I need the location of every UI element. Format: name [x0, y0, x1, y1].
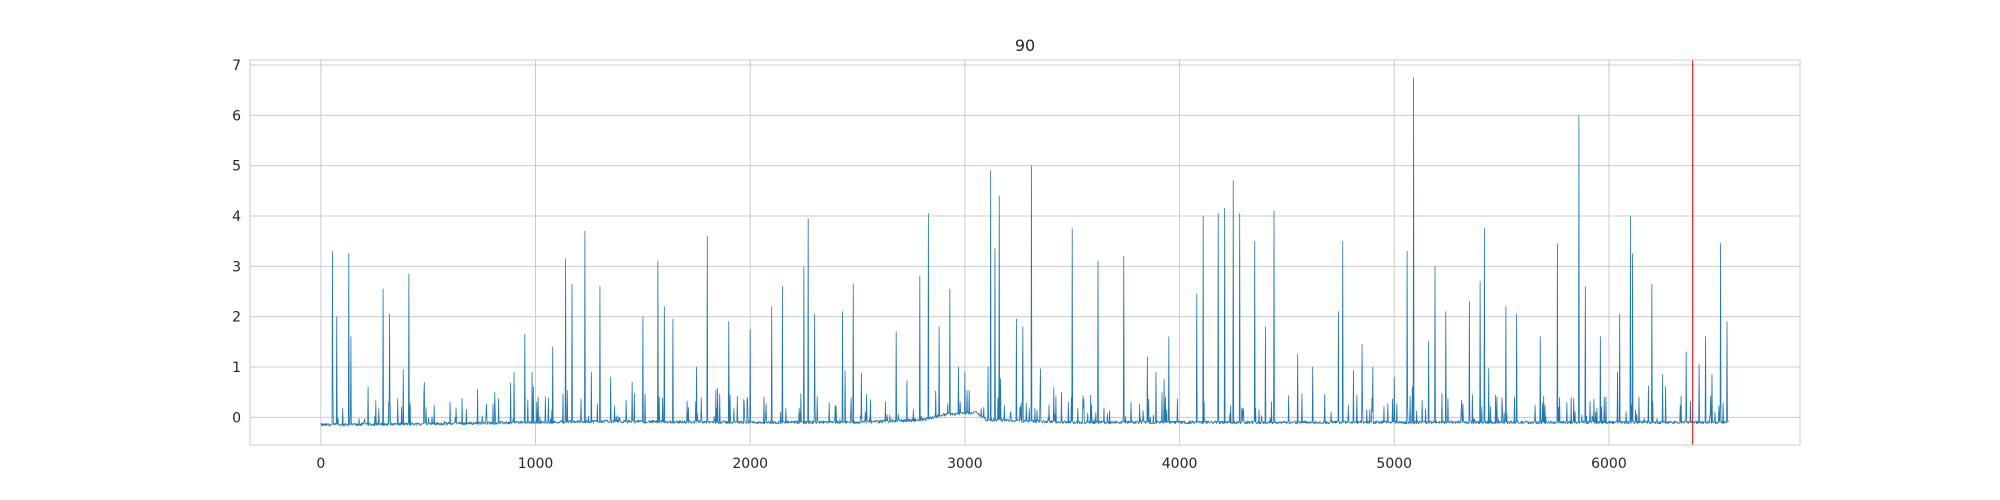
y-tick-label: 0 [232, 410, 241, 426]
series-line [320, 77, 1729, 427]
grid-lines [250, 60, 1800, 445]
chart-title: 90 [1015, 36, 1035, 55]
x-axis-ticks: 0 1000 2000 3000 4000 5000 6000 [316, 456, 1626, 472]
plot-frame [249, 59, 1801, 446]
y-tick-label: 5 [232, 159, 241, 175]
x-tick-label: 0 [316, 456, 325, 472]
y-tick-label: 2 [232, 310, 241, 326]
x-tick-label: 5000 [1376, 456, 1412, 472]
y-tick-label: 1 [232, 360, 241, 376]
y-tick-label: 3 [232, 259, 241, 275]
y-tick-label: 6 [232, 108, 241, 124]
x-tick-label: 2000 [732, 456, 768, 472]
y-axis-ticks: 0 1 2 3 4 5 6 7 [232, 58, 241, 426]
x-tick-label: 1000 [518, 456, 554, 472]
x-tick-label: 6000 [1591, 456, 1627, 472]
y-tick-label: 4 [232, 209, 241, 225]
x-tick-label: 3000 [947, 456, 983, 472]
series-line-layer [320, 77, 1729, 427]
x-tick-label: 4000 [1162, 456, 1198, 472]
y-tick-label: 7 [232, 58, 241, 74]
